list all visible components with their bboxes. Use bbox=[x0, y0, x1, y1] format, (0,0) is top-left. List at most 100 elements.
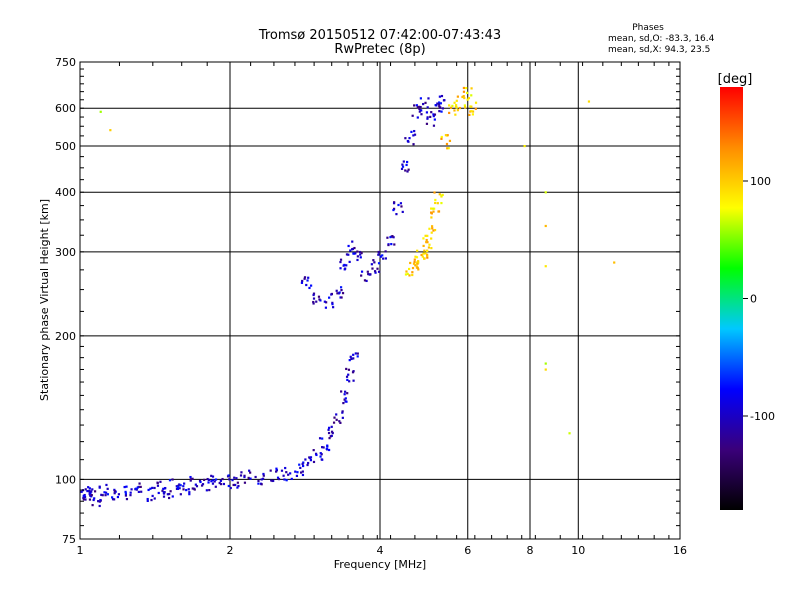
data-point bbox=[430, 212, 433, 215]
data-point bbox=[243, 475, 246, 479]
data-point bbox=[208, 488, 211, 492]
data-point bbox=[384, 257, 387, 260]
data-point bbox=[359, 253, 362, 256]
data-point bbox=[440, 110, 443, 113]
data-point bbox=[219, 483, 223, 486]
data-point bbox=[88, 492, 91, 496]
data-point bbox=[470, 110, 473, 113]
data-point bbox=[146, 497, 149, 501]
data-point bbox=[222, 482, 226, 486]
y-tick-label: 300 bbox=[55, 246, 76, 259]
data-point bbox=[416, 106, 419, 109]
data-point bbox=[438, 95, 441, 98]
data-point bbox=[414, 264, 417, 267]
data-point bbox=[191, 487, 194, 490]
data-point bbox=[433, 191, 436, 194]
data-point bbox=[381, 254, 384, 257]
data-point bbox=[365, 279, 368, 283]
phase-stats-heading: Phases bbox=[632, 23, 664, 33]
data-point bbox=[84, 488, 87, 491]
colorbar-tick-label: 0 bbox=[750, 293, 757, 306]
data-point bbox=[438, 105, 441, 108]
data-point bbox=[92, 498, 95, 502]
data-point bbox=[370, 263, 373, 266]
data-point bbox=[440, 135, 443, 139]
data-point bbox=[387, 243, 390, 247]
data-point bbox=[328, 426, 331, 429]
data-point bbox=[352, 379, 355, 382]
data-point bbox=[228, 478, 231, 481]
data-point bbox=[470, 87, 473, 90]
data-point bbox=[454, 105, 458, 108]
data-point bbox=[424, 101, 427, 104]
x-tick-label: 16 bbox=[673, 544, 687, 557]
data-point bbox=[374, 271, 377, 274]
data-point bbox=[302, 464, 305, 468]
data-point bbox=[356, 352, 359, 355]
data-point bbox=[312, 302, 315, 305]
data-point bbox=[352, 353, 355, 356]
data-point bbox=[438, 103, 441, 106]
data-point bbox=[438, 110, 441, 113]
data-point bbox=[262, 474, 265, 477]
data-point bbox=[348, 260, 351, 263]
data-point bbox=[341, 410, 344, 413]
data-point bbox=[468, 113, 471, 117]
data-point bbox=[319, 455, 322, 458]
data-point bbox=[373, 270, 377, 273]
data-point bbox=[426, 106, 429, 109]
data-point bbox=[125, 485, 128, 488]
data-point bbox=[82, 498, 85, 501]
data-point bbox=[338, 420, 341, 423]
data-point bbox=[191, 477, 194, 480]
data-point bbox=[156, 484, 160, 487]
data-point bbox=[345, 400, 348, 403]
data-point bbox=[382, 257, 385, 260]
data-point bbox=[401, 210, 404, 214]
data-point bbox=[425, 111, 429, 114]
data-point bbox=[332, 421, 336, 424]
data-point bbox=[345, 253, 349, 256]
colorbar-tick-label: -100 bbox=[750, 410, 775, 423]
data-point bbox=[276, 476, 280, 479]
data-point bbox=[280, 469, 284, 472]
data-point bbox=[400, 167, 404, 170]
data-point bbox=[90, 494, 93, 497]
data-point bbox=[104, 494, 107, 497]
data-point bbox=[345, 264, 348, 267]
data-point bbox=[425, 122, 429, 125]
data-point bbox=[413, 129, 416, 133]
data-point bbox=[389, 236, 392, 239]
data-point bbox=[339, 421, 342, 424]
data-point bbox=[413, 260, 416, 263]
data-point bbox=[188, 493, 191, 496]
data-point bbox=[84, 498, 87, 501]
data-point bbox=[354, 352, 357, 355]
data-point bbox=[430, 111, 433, 114]
data-point bbox=[420, 113, 423, 116]
data-point bbox=[298, 463, 301, 466]
data-point bbox=[328, 437, 331, 440]
data-point bbox=[461, 95, 464, 99]
data-point bbox=[300, 281, 304, 284]
data-point bbox=[544, 191, 547, 194]
data-point bbox=[463, 104, 466, 107]
data-point bbox=[339, 260, 342, 264]
data-point bbox=[426, 241, 429, 244]
data-point bbox=[344, 390, 347, 393]
data-point bbox=[312, 297, 316, 300]
data-point bbox=[169, 490, 172, 493]
data-point bbox=[185, 488, 188, 492]
data-point bbox=[384, 250, 387, 253]
data-point bbox=[234, 483, 237, 487]
data-point bbox=[427, 97, 430, 100]
data-point bbox=[325, 447, 328, 450]
data-point bbox=[303, 276, 307, 279]
data-point bbox=[86, 489, 89, 493]
data-point bbox=[417, 261, 420, 264]
data-point bbox=[207, 478, 210, 482]
data-point bbox=[456, 109, 459, 112]
data-point bbox=[422, 237, 425, 240]
data-point bbox=[177, 484, 180, 487]
data-point bbox=[233, 476, 236, 479]
